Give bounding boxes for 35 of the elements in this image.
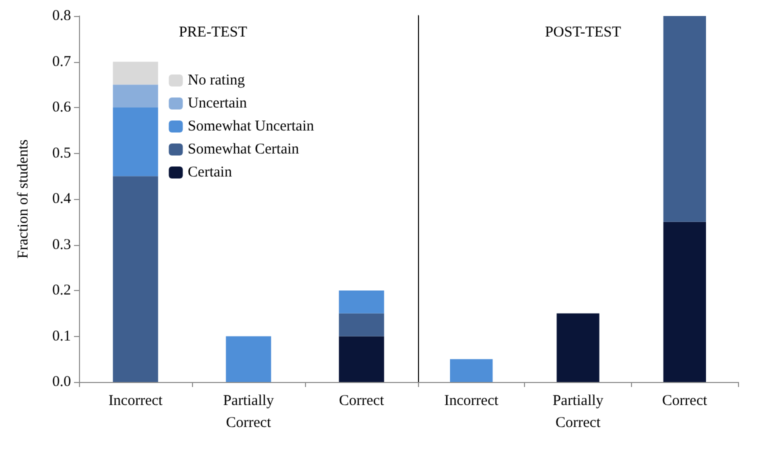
- bar: [338, 290, 384, 314]
- y-tick-label: 0.5: [52, 145, 71, 162]
- bar: [450, 359, 493, 382]
- legend-label: Uncertain: [188, 96, 248, 112]
- y-axis-title: Fraction of students: [16, 139, 32, 259]
- x-tick-label: Incorrect: [108, 393, 164, 409]
- bar: [112, 62, 158, 85]
- legend-label: Somewhat Uncertain: [188, 118, 315, 134]
- bar: [338, 313, 384, 336]
- bar: [663, 16, 706, 222]
- x-tick-label: Incorrect: [444, 393, 500, 409]
- bar: [112, 108, 158, 176]
- x-tick-label: Partially Correct: [552, 393, 604, 431]
- y-tick-label: 0.2: [52, 282, 71, 298]
- text: POST-TEST: [544, 24, 622, 40]
- x-tick-label: Partially Correct: [223, 393, 274, 431]
- bar: [112, 176, 158, 382]
- bar: [556, 313, 600, 382]
- bar: [663, 222, 706, 382]
- bar: [338, 336, 384, 382]
- legend-label: No rating: [188, 72, 246, 88]
- text: PRE-TEST: [178, 24, 248, 40]
- y-tick-label: 0.8: [52, 8, 71, 24]
- bar: [112, 84, 158, 108]
- legend-label: Certain: [188, 164, 232, 180]
- bar: [226, 336, 272, 382]
- x-tick-label: Correct: [662, 393, 708, 409]
- y-tick-label: 0.6: [52, 100, 72, 116]
- y-tick-label: 0.7: [52, 54, 72, 70]
- y-tick-label: 0.3: [52, 236, 71, 253]
- x-tick-label: Correct: [339, 393, 385, 409]
- y-tick-label: 0.0: [52, 374, 71, 390]
- y-tick-label: 0.4: [52, 191, 72, 207]
- legend-label: Somewhat Certain: [188, 142, 300, 158]
- y-tick-label: 0.1: [52, 328, 71, 344]
